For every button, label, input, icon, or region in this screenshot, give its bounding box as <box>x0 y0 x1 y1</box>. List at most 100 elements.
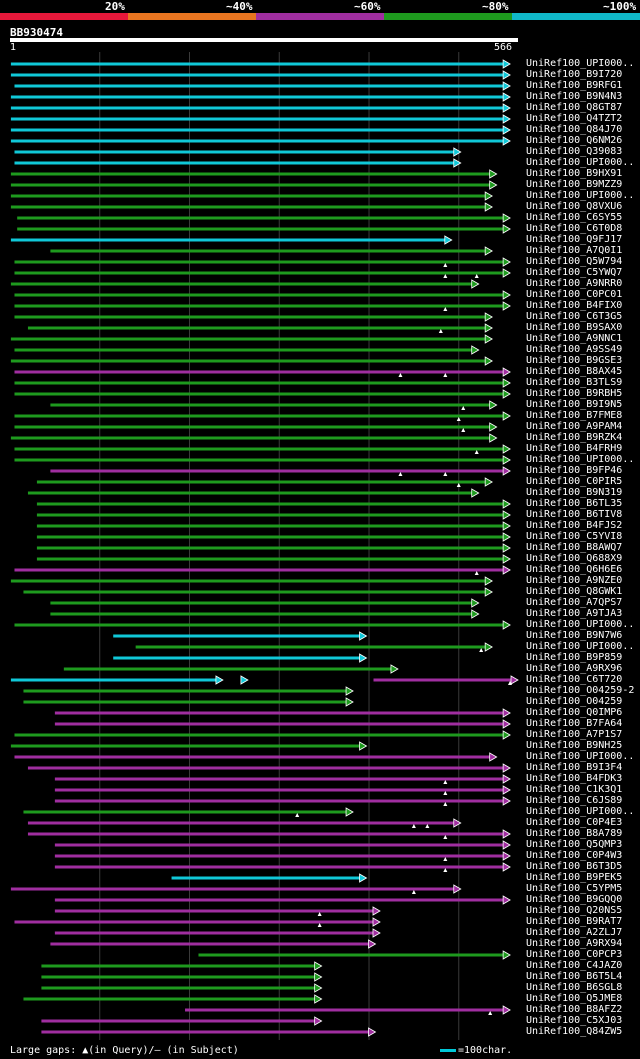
hit-label[interactable]: UniRef100_C6T720 <box>526 674 623 685</box>
hit-label[interactable]: UniRef100_C6JS89 <box>526 795 623 806</box>
hit-label[interactable]: UniRef100_B9P859 <box>526 652 623 663</box>
hit-label[interactable]: UniRef100_O04259 <box>526 696 623 707</box>
hit-label[interactable]: UniRef100_B9HX91 <box>526 168 623 179</box>
hit-arrow-icon <box>510 675 519 685</box>
hit-label[interactable]: UniRef100_Q8GT87 <box>526 102 623 113</box>
hit-label[interactable]: UniRef100_B6TIV8 <box>526 509 623 520</box>
hit-label[interactable]: UniRef100_Q6H6E6 <box>526 564 623 575</box>
query-gap-marker-icon <box>411 824 416 828</box>
hit-label[interactable]: UniRef100_B6T5L4 <box>526 971 623 982</box>
hit-label[interactable]: UniRef100_B9RBH5 <box>526 388 623 399</box>
hit-label[interactable]: UniRef100_A9PAM4 <box>526 421 623 432</box>
hit-label[interactable]: UniRef100_C5XJ03 <box>526 1015 623 1026</box>
hit-label[interactable]: UniRef100_C4JAZ0 <box>526 960 623 971</box>
hit-label[interactable]: UniRef100_Q6NM26 <box>526 135 623 146</box>
hit-label[interactable]: UniRef100_Q0IMP6 <box>526 707 623 718</box>
hit-label[interactable]: UniRef100_Q5W794 <box>526 256 623 267</box>
hit-label[interactable]: UniRef100_A7QPS7 <box>526 597 623 608</box>
hit-label[interactable]: UniRef100_B4FRH9 <box>526 443 623 454</box>
hit-label[interactable]: UniRef100_B8AX45 <box>526 366 623 377</box>
hit-label[interactable]: UniRef100_B6SGL8 <box>526 982 623 993</box>
hit-label[interactable]: UniRef100_B9RFG1 <box>526 80 623 91</box>
hit-label[interactable]: UniRef100_UPI000.. <box>526 190 635 201</box>
hit-label[interactable]: UniRef100_C5YVI8 <box>526 531 623 542</box>
hit-label[interactable]: UniRef100_O04259-2 <box>526 685 635 696</box>
hit-label-list: UniRef100_UPI000.. UniRef100_B9I720 UniRef… <box>526 58 640 1037</box>
hit-label[interactable]: UniRef100_A2ZLJ7 <box>526 927 623 938</box>
hit-label[interactable]: UniRef100_A9NNC1 <box>526 333 623 344</box>
hit-label[interactable]: UniRef100_C0P4E3 <box>526 817 623 828</box>
hit-label[interactable]: UniRef100_UPI000.. <box>526 454 635 465</box>
hit-label[interactable]: UniRef100_C0PIR5 <box>526 476 623 487</box>
hit-label[interactable]: UniRef100_A7Q0I1 <box>526 245 623 256</box>
legend-label-5: ~100% <box>603 0 637 13</box>
hit-label[interactable]: UniRef100_C6SY55 <box>526 212 623 223</box>
query-gap-marker-icon <box>443 791 448 795</box>
hit-label[interactable]: UniRef100_A9RX96 <box>526 663 623 674</box>
hit-label[interactable]: UniRef100_B9GSE3 <box>526 355 623 366</box>
hit-label[interactable]: UniRef100_Q84J70 <box>526 124 623 135</box>
hit-label[interactable]: UniRef100_A9RX94 <box>526 938 623 949</box>
hit-label[interactable]: UniRef100_B9MZZ9 <box>526 179 623 190</box>
hit-label[interactable]: UniRef100_B8A789 <box>526 828 623 839</box>
hit-label[interactable]: UniRef100_C1K3Q1 <box>526 784 623 795</box>
hit-label[interactable]: UniRef100_Q4TZT2 <box>526 113 623 124</box>
hit-label[interactable]: UniRef100_Q8GWK1 <box>526 586 623 597</box>
hit-label[interactable]: UniRef100_B9N319 <box>526 487 623 498</box>
hit-label[interactable]: UniRef100_B9PEK5 <box>526 872 623 883</box>
hit-label[interactable]: UniRef100_B9FP46 <box>526 465 623 476</box>
hit-label[interactable]: UniRef100_B9N4N3 <box>526 91 623 102</box>
hit-label[interactable]: UniRef100_Q9FJ17 <box>526 234 623 245</box>
hit-label[interactable]: UniRef100_Q20NS5 <box>526 905 623 916</box>
hit-arrow-icon <box>484 191 493 201</box>
hit-label[interactable]: UniRef100_B9NH25 <box>526 740 623 751</box>
hit-label[interactable]: UniRef100_UPI000.. <box>526 751 635 762</box>
hit-label[interactable]: UniRef100_B9N7W6 <box>526 630 623 641</box>
hit-label[interactable]: UniRef100_Q39083 <box>526 146 623 157</box>
hit-label[interactable]: UniRef100_A9TJA3 <box>526 608 623 619</box>
hit-label[interactable]: UniRef100_Q5JME8 <box>526 993 623 1004</box>
hit-label[interactable]: UniRef100_B6TL35 <box>526 498 623 509</box>
hit-label[interactable]: UniRef100_C6T3G5 <box>526 311 623 322</box>
hit-label[interactable]: UniRef100_C5YWQ7 <box>526 267 623 278</box>
hit-label[interactable]: UniRef100_A7P1S7 <box>526 729 623 740</box>
hit-label[interactable]: UniRef100_A9SS49 <box>526 344 623 355</box>
hit-label[interactable]: UniRef100_UPI000.. <box>526 806 635 817</box>
hit-label[interactable]: UniRef100_B4FJS2 <box>526 520 623 531</box>
hit-label[interactable]: UniRef100_B9SAX0 <box>526 322 623 333</box>
hit-label[interactable]: UniRef100_A9NRR0 <box>526 278 623 289</box>
hit-label[interactable]: UniRef100_B7FME8 <box>526 410 623 421</box>
hit-arrow-icon <box>502 59 511 69</box>
hit-label[interactable]: UniRef100_C6T0D8 <box>526 223 623 234</box>
hit-label[interactable]: UniRef100_Q5QMP3 <box>526 839 623 850</box>
hit-arrow-icon <box>502 532 511 542</box>
hit-label[interactable]: UniRef100_Q8VXU6 <box>526 201 623 212</box>
hit-label[interactable]: UniRef100_B9I9N5 <box>526 399 623 410</box>
hit-label[interactable]: UniRef100_B9GQQ0 <box>526 894 623 905</box>
hit-label[interactable]: UniRef100_UPI000.. <box>526 157 635 168</box>
hit-label[interactable]: UniRef100_B9I720 <box>526 69 623 80</box>
hit-bar <box>41 964 320 968</box>
legend-label-2: ~40% <box>226 0 253 13</box>
hit-label[interactable]: UniRef100_C5YPM5 <box>526 883 623 894</box>
hit-label[interactable]: UniRef100_Q84ZW5 <box>526 1026 623 1037</box>
hit-label[interactable]: UniRef100_B9I3F4 <box>526 762 623 773</box>
hit-label[interactable]: UniRef100_B3TLS9 <box>526 377 623 388</box>
hit-label[interactable]: UniRef100_B9RZK4 <box>526 432 623 443</box>
hit-label[interactable]: UniRef100_UPI000.. <box>526 641 635 652</box>
hit-label[interactable]: UniRef100_B7FA64 <box>526 718 623 729</box>
hit-label[interactable]: UniRef100_C0PCP3 <box>526 949 623 960</box>
hit-label[interactable]: UniRef100_B8AFZ2 <box>526 1004 623 1015</box>
hit-label[interactable]: UniRef100_B4FIX0 <box>526 300 623 311</box>
hit-label[interactable]: UniRef100_B8AWQ7 <box>526 542 623 553</box>
hit-label[interactable]: UniRef100_C0P4W3 <box>526 850 623 861</box>
hit-bar <box>54 854 509 858</box>
hit-label[interactable]: UniRef100_C0PC01 <box>526 289 623 300</box>
hit-label[interactable]: UniRef100_Q688X9 <box>526 553 623 564</box>
hit-label[interactable]: UniRef100_B4FDK3 <box>526 773 623 784</box>
hit-label[interactable]: UniRef100_B9RAT7 <box>526 916 623 927</box>
hit-label[interactable]: UniRef100_B6T3D5 <box>526 861 623 872</box>
hit-label[interactable]: UniRef100_UPI000.. <box>526 619 635 630</box>
hit-label[interactable]: UniRef100_A9NZE0 <box>526 575 623 586</box>
hit-label[interactable]: UniRef100_UPI000.. <box>526 58 635 69</box>
